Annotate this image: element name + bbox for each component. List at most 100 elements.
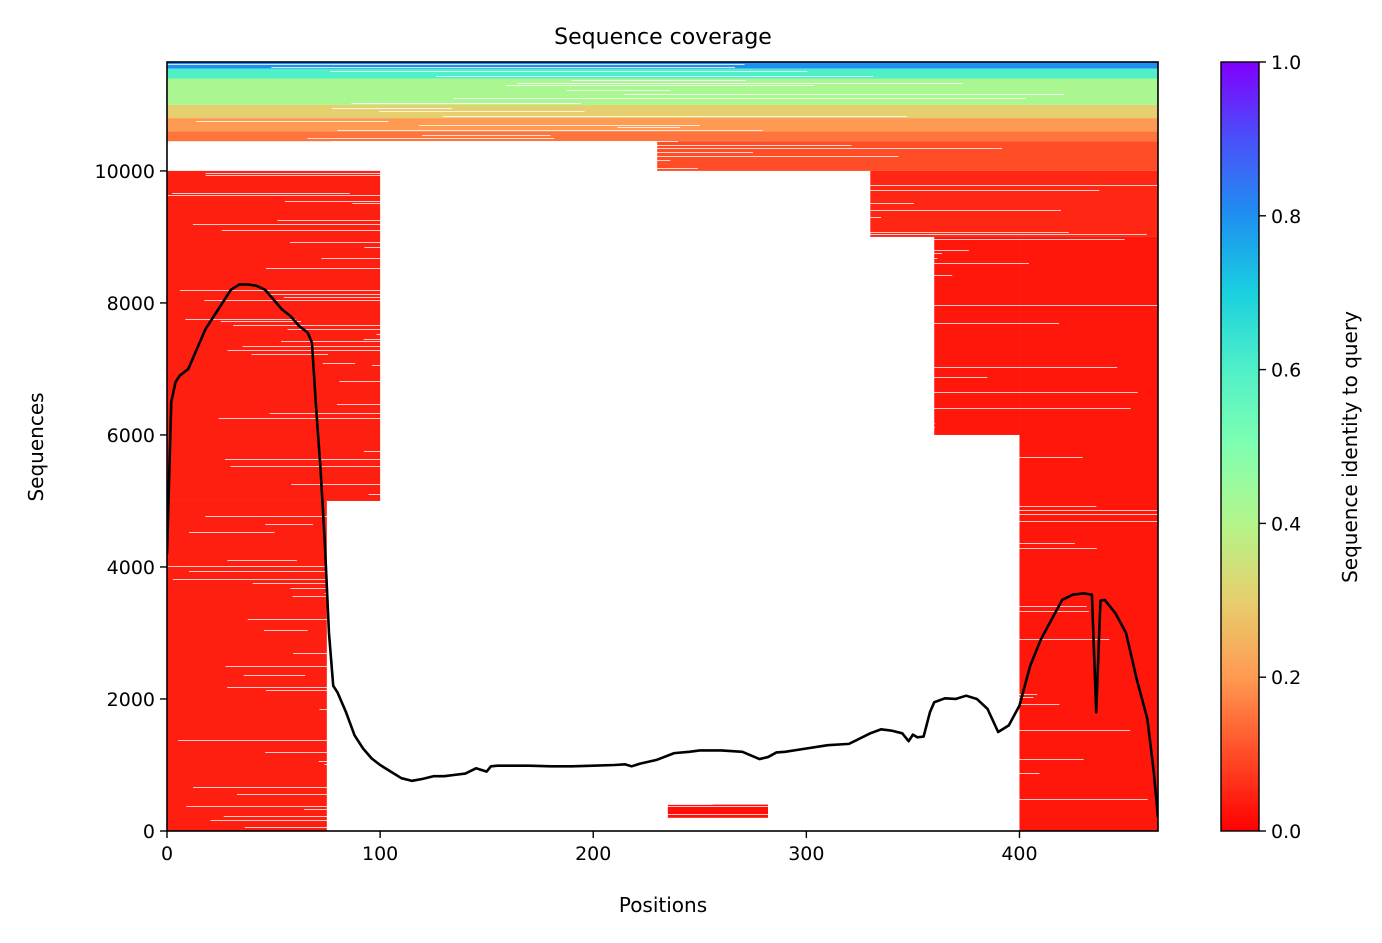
sequence-gap: [210, 820, 412, 821]
sequence-gap: [339, 381, 612, 382]
sequence-gap: [617, 127, 681, 128]
sequence-gap: [271, 67, 736, 68]
sequence-gap: [227, 560, 297, 561]
sequence-gap: [419, 125, 700, 126]
sequence-gap: [620, 305, 1158, 306]
sequence-gap: [611, 455, 745, 456]
sequence-gap: [422, 152, 754, 153]
sequence-gap: [540, 694, 1038, 695]
colorbar-tick-label: 0.8: [1271, 206, 1301, 228]
sequence-gap: [597, 521, 1158, 522]
sequence-gap: [650, 402, 893, 403]
sequence-gap: [242, 346, 823, 347]
sequence-gap: [454, 704, 1060, 705]
sequence-gap: [534, 197, 856, 198]
sequence-gap: [227, 350, 383, 351]
colorbar-tick-label: 0.2: [1271, 667, 1301, 689]
sequence-gap: [415, 503, 935, 504]
sequence-gap: [509, 728, 946, 729]
sequence-gap: [599, 431, 791, 432]
plot-frame: [166, 61, 1159, 832]
sequence-gap: [507, 232, 1069, 233]
sequence-gap: [172, 579, 794, 580]
sequence-gap: [379, 111, 585, 112]
sequence-gap: [431, 716, 924, 717]
sequence-gap: [583, 789, 680, 790]
sequence-gap: [475, 773, 1040, 774]
sequence-gap: [447, 217, 882, 218]
sequence-gap: [416, 770, 770, 771]
y-tick-label: 6000: [107, 425, 155, 447]
sequence-gap: [517, 83, 963, 84]
sequence-gap: [575, 799, 1148, 800]
sequence-gap: [485, 581, 770, 582]
coverage-region-11: [934, 236, 1020, 435]
sequence-gap: [624, 94, 1064, 95]
sequence-gap: [464, 314, 926, 315]
sequence-gap: [265, 524, 313, 525]
sequence-gap: [363, 339, 642, 340]
sequence-gap: [291, 484, 454, 485]
sequence-gap: [342, 562, 578, 563]
sequence-gap: [386, 427, 936, 428]
sequence-gap: [480, 263, 1029, 264]
sequence-gap: [233, 325, 384, 326]
sequence-gap: [422, 135, 551, 136]
sequence-gap: [321, 258, 938, 259]
coverage-region-7: [870, 170, 1158, 237]
sequence-gap: [464, 660, 836, 661]
sequence-gap: [612, 212, 755, 213]
sequence-gap: [564, 552, 697, 553]
sequence-gap: [236, 794, 719, 795]
sequence-gap: [637, 514, 1158, 515]
sequence-gap: [319, 709, 859, 710]
sequence-gap: [251, 354, 328, 355]
sequence-gap: [616, 510, 1158, 511]
sequence-gap: [282, 145, 852, 146]
sequence-gap: [601, 168, 698, 169]
sequence-gap: [179, 290, 388, 291]
sequence-gap: [650, 744, 864, 745]
sequence-gap: [526, 256, 808, 257]
sequence-gap: [444, 527, 559, 528]
sequence-gap: [192, 224, 681, 225]
sequence-gap: [659, 707, 713, 708]
sequence-gap: [398, 536, 910, 537]
coverage-stripes: [167, 64, 1158, 828]
sequence-gap: [304, 809, 646, 810]
sequence-gap: [330, 71, 808, 72]
sequence-gap: [322, 363, 356, 364]
coverage-region-9: [167, 500, 327, 831]
sequence-gap: [291, 160, 671, 161]
sequence-gap: [445, 641, 750, 642]
sequence-gap: [185, 319, 297, 320]
sequence-gap: [470, 480, 635, 481]
sequence-gap: [292, 596, 847, 597]
coverage-line-layer: [167, 283, 1158, 818]
sequence-gap: [167, 195, 565, 196]
sequence-gap: [532, 408, 1131, 409]
x-tick-label: 0: [161, 843, 173, 865]
sequence-gap: [252, 583, 732, 584]
sequence-gap: [265, 268, 680, 269]
sequence-gap: [474, 253, 942, 254]
sequence-gap: [638, 722, 851, 723]
sequence-gap: [488, 783, 759, 784]
sequence-gap: [189, 571, 676, 572]
sequence-gap: [284, 201, 840, 202]
colorbar-ticks: 0.0 0.2 0.4 0.6 0.8 1.0: [1259, 52, 1301, 843]
sequence-gap: [569, 718, 1006, 719]
sequence-gap: [366, 574, 937, 575]
sequence-gap: [487, 357, 849, 358]
sequence-gap: [573, 606, 1087, 607]
sequence-gap: [659, 360, 735, 361]
sequence-gap: [624, 367, 1118, 368]
sequence-gap: [376, 334, 808, 335]
coverage-region-1: [167, 68, 1158, 79]
sequence-gap: [420, 540, 867, 541]
sequence-gap: [503, 735, 871, 736]
y-tick-label: 2000: [107, 689, 155, 711]
sequence-gap: [351, 103, 581, 104]
x-axis-ticks: 0 100 200 300 400: [161, 831, 1038, 865]
y-tick-label: 8000: [107, 293, 155, 315]
